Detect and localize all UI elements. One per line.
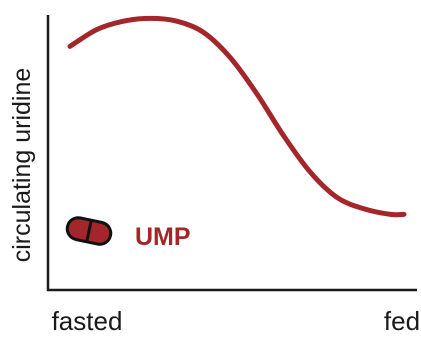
y-axis-label: circulating uridine xyxy=(8,68,36,263)
annotation-label: UMP xyxy=(135,223,191,251)
x-tick-label-fasted: fasted xyxy=(52,306,123,336)
capsule-pill-icon xyxy=(65,216,113,246)
series-line xyxy=(67,15,407,218)
x-tick-label-fed: fed xyxy=(384,306,420,336)
